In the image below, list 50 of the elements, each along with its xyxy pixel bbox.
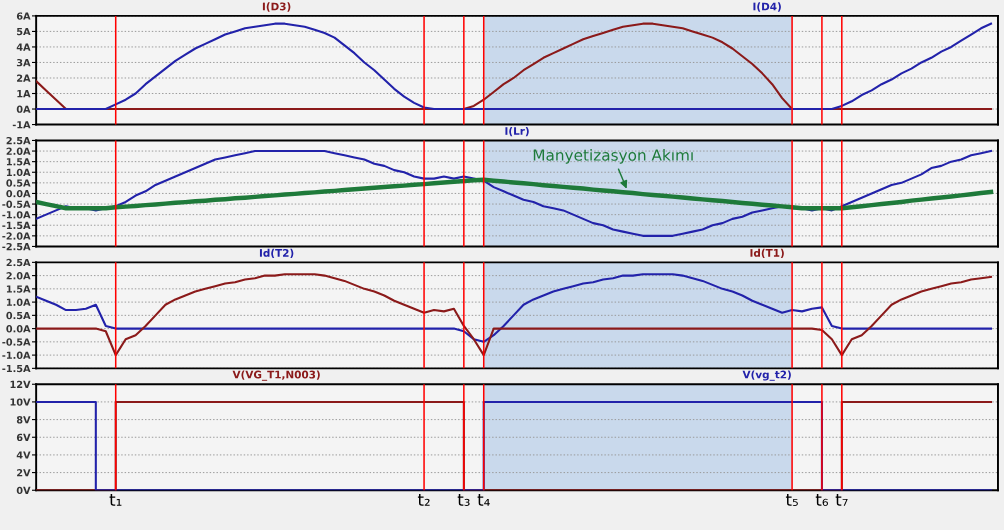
y-tick-label: 1A [17, 90, 31, 98]
text: Id(T2) [259, 248, 294, 259]
x-tick-label: t₅ [785, 493, 798, 506]
y-tick-label: 2V [17, 469, 31, 477]
x-tick-label: t₁ [109, 493, 122, 506]
y-tick-label: 8V [16, 416, 31, 424]
y-tick-label: 4A [16, 43, 31, 51]
y-tick-label: 0.5A [6, 311, 31, 320]
y-tick-label: 1.5A [6, 285, 31, 293]
annotation: Manyetizasyon Akımı [533, 148, 693, 164]
text: I(D4) [753, 2, 781, 12]
y-tick-label: -1.5A [2, 221, 31, 230]
y-tick-label: 1.5A [6, 158, 31, 166]
text: Id(T1) [750, 248, 784, 259]
y-tick-label: 6A [16, 12, 31, 20]
y-tick-label: 2.0A [6, 147, 31, 155]
y-tick-label: -2.5A [2, 242, 31, 251]
y-tick-label: 0A [16, 105, 31, 113]
y-tick-label: -0.5A [2, 338, 31, 346]
y-tick-label: 1.0A [6, 168, 31, 177]
y-tick-label: 2.0A [6, 272, 31, 280]
text: V(vg_t2) [742, 370, 791, 381]
x-tick-label: t₆ [815, 493, 828, 506]
y-tick-label: 4V [16, 451, 31, 459]
y-tick-label: -1.0A [2, 351, 31, 359]
y-tick-label: 5A [17, 28, 31, 36]
text: I(Lr) [505, 126, 529, 137]
x-tick-label: t₃ [457, 493, 470, 506]
y-tick-label: -1A [12, 121, 31, 129]
y-tick-label: -0.5A [2, 200, 31, 208]
y-tick-label: 0.0A [6, 325, 31, 333]
y-tick-label: 10V [10, 398, 31, 406]
y-tick-label: -1.0A [2, 211, 31, 219]
y-tick-label: 3A [16, 58, 31, 67]
y-tick-label: -1.5A [2, 364, 31, 373]
y-tick-label: 0.5A [6, 179, 31, 187]
x-tick-label: t₄ [477, 493, 490, 506]
y-tick-label: 2A [17, 74, 31, 82]
text: I(D3) [262, 2, 291, 12]
y-tick-label: -2.0A [2, 232, 31, 240]
x-tick-label: t₇ [835, 493, 848, 506]
text: V(VG_T1,N003) [232, 370, 320, 381]
x-tick-label: t₂ [417, 493, 430, 506]
y-tick-label: 2.5A [6, 136, 31, 145]
y-tick-label: 2.5A [6, 258, 31, 267]
y-tick-label: 1.0A [6, 298, 31, 306]
y-tick-label: 0V [16, 486, 31, 495]
y-tick-label: 12V [10, 380, 31, 388]
y-tick-label: 0.0A [6, 189, 31, 198]
y-tick-label: 6V [16, 433, 31, 442]
